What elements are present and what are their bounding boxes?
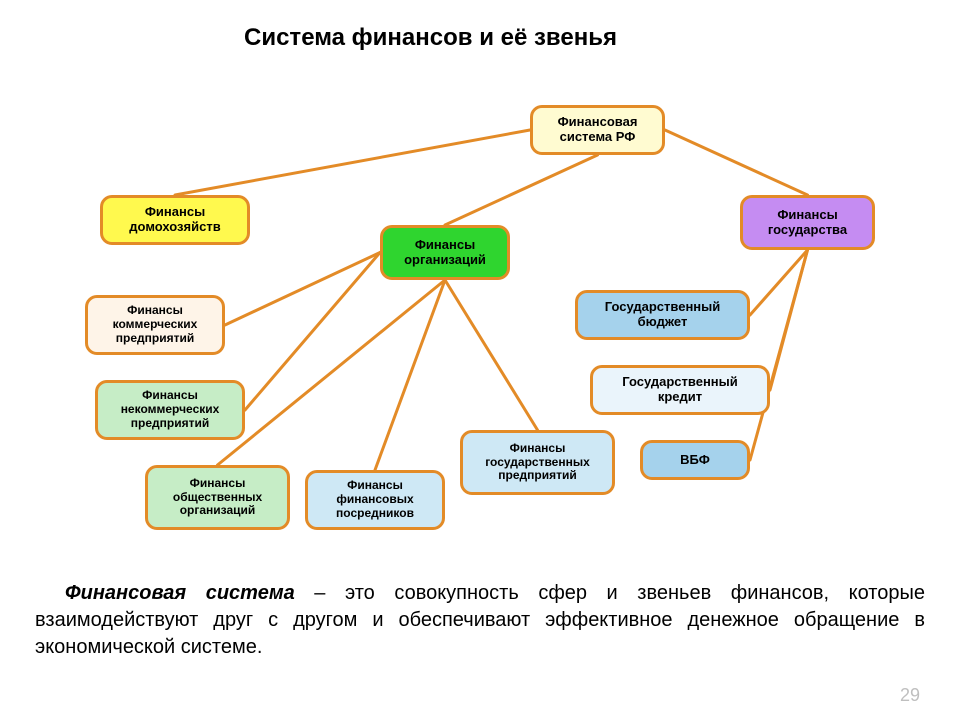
node-credit: Государственныйкредит	[590, 365, 770, 415]
node-label: Финансынекоммерческихпредприятий	[121, 389, 220, 430]
edge-root-house	[175, 130, 530, 195]
edge-org-noncomm	[245, 253, 380, 411]
caption-lead: Финансовая система	[65, 582, 295, 604]
node-public: Финансыобщественныхорганизаций	[145, 465, 290, 530]
node-label: Финансыгосударства	[768, 208, 847, 238]
node-label: Финансыфинансовыхпосредников	[336, 479, 414, 520]
node-label: Финансыобщественныхорганизаций	[173, 477, 262, 518]
node-label: Государственныйкредит	[622, 375, 738, 405]
edge-gov-vbf	[750, 250, 808, 460]
node-label: Государственныйбюджет	[605, 300, 721, 330]
node-comm: Финансыкоммерческихпредприятий	[85, 295, 225, 355]
edge-root-gov	[665, 130, 808, 195]
node-gov: Финансыгосударства	[740, 195, 875, 250]
node-label: Финансыдомохозяйств	[129, 205, 220, 235]
node-label: Финансоваясистема РФ	[558, 115, 638, 145]
node-interm: Финансыфинансовыхпосредников	[305, 470, 445, 530]
edge-root-org	[445, 155, 598, 225]
diagram-canvas: { "title": { "text": "Система финансов и…	[0, 0, 960, 720]
node-label: Финансыгосударственныхпредприятий	[485, 442, 590, 483]
edge-org-interm	[375, 280, 445, 470]
edge-org-govent	[445, 280, 538, 430]
edge-org-public	[218, 280, 446, 465]
node-noncomm: Финансынекоммерческихпредприятий	[95, 380, 245, 440]
node-label: Финансыкоммерческихпредприятий	[113, 304, 198, 345]
node-label: ВБФ	[680, 453, 710, 468]
page-number: 29	[900, 685, 920, 706]
node-budget: Государственныйбюджет	[575, 290, 750, 340]
node-house: Финансыдомохозяйств	[100, 195, 250, 245]
node-govent: Финансыгосударственныхпредприятий	[460, 430, 615, 495]
caption: Финансовая система – это совокупность сф…	[35, 580, 925, 661]
node-label: Финансыорганизаций	[404, 238, 486, 268]
edge-gov-credit	[770, 250, 808, 390]
node-vbf: ВБФ	[640, 440, 750, 480]
edge-org-comm	[225, 253, 380, 326]
node-org: Финансыорганизаций	[380, 225, 510, 280]
node-root: Финансоваясистема РФ	[530, 105, 665, 155]
edge-gov-budget	[750, 250, 808, 315]
diagram-title: Система финансов и её звенья	[244, 24, 617, 52]
